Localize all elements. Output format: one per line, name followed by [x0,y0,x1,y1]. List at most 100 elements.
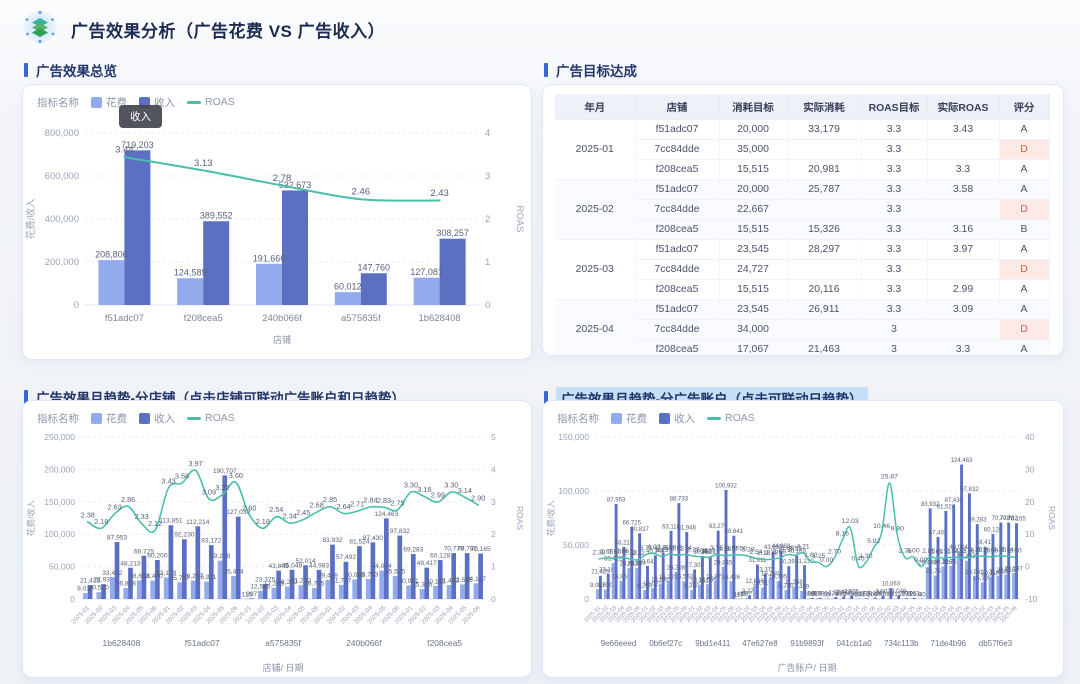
bar-revenue[interactable] [960,464,964,599]
bar-spend[interactable] [1004,574,1008,599]
bar-revenue[interactable] [360,273,387,305]
group-label[interactable]: 734c113b [884,639,919,648]
table-row[interactable]: 2025-04 f51adc07 23,545 26,911 3.3 3.09 A [555,299,1050,355]
bar-revenue[interactable] [451,553,457,599]
bar-revenue[interactable] [208,545,214,599]
x-axis-category-label[interactable]: f208cea5 [184,313,223,324]
bar-revenue[interactable] [439,238,466,305]
bar-spend[interactable] [635,568,639,599]
table-row[interactable]: 7cc84dde 34,000 3 D [555,319,1050,340]
bar-spend[interactable] [988,577,992,599]
bar-spend[interactable] [258,590,263,599]
table-row[interactable]: 2025-01 f51adc07 20,000 33,179 3.3 3.43 A [555,119,1050,180]
bar-revenue[interactable] [303,565,308,599]
x-axis-category-label[interactable]: 1b628408 [418,313,460,324]
bar-revenue[interactable] [905,598,909,599]
bar-spend[interactable] [419,589,425,599]
bar-revenue[interactable] [873,597,877,599]
bar-spend[interactable] [446,585,452,599]
bar-spend[interactable] [957,551,961,599]
bar-revenue[interactable] [646,565,649,599]
group-label[interactable]: 9bd1e411 [695,639,731,648]
bar-spend[interactable] [460,584,465,599]
bar-revenue[interactable] [101,584,106,599]
bar-revenue[interactable] [850,595,854,599]
bar-spend[interactable] [784,590,788,599]
bar-revenue[interactable] [708,556,712,599]
bar-spend[interactable] [690,589,694,599]
bar-spend[interactable] [231,576,236,599]
legend-item-revenue[interactable]: 收入 [659,411,695,426]
bar-revenue[interactable] [685,532,689,599]
x-axis-category-label[interactable]: f51adc07 [105,313,144,324]
overview-chart[interactable]: 0 200,000 400,000 600,000 800,000 0 1 2 3 4 花费/收入 R… [23,109,525,349]
bar-spend[interactable] [334,292,361,305]
bar-revenue[interactable] [975,524,979,599]
bar-spend[interactable] [298,585,304,599]
bar-spend[interactable] [596,589,599,599]
table-row[interactable]: 2025-03 f51adc07 23,545 28,297 3.3 3.97 A [555,239,1050,300]
bar-revenue[interactable] [724,489,728,599]
bar-spend[interactable] [177,278,204,305]
bar-revenue[interactable] [222,475,228,599]
bar-spend[interactable] [619,580,623,599]
bar-spend[interactable] [338,584,344,599]
bar-revenue[interactable] [598,575,602,599]
bar-spend[interactable] [413,277,440,305]
bar-revenue[interactable] [87,585,93,599]
bar-revenue[interactable] [1007,522,1011,599]
bar-revenue[interactable] [282,190,308,305]
x-axis-category-label[interactable]: a575835f [341,313,381,324]
legend-item-revenue[interactable]: 收入 [139,411,175,426]
bar-spend[interactable] [217,560,223,599]
group-label[interactable]: 47e627e8 [742,639,778,648]
group-label[interactable]: a575835f [265,638,301,648]
bar-spend[interactable] [627,568,631,599]
bar-spend[interactable] [815,598,819,599]
bar-spend[interactable] [603,589,607,599]
bar-revenue[interactable] [128,567,133,599]
bar-revenue[interactable] [182,539,187,599]
bar-revenue[interactable] [983,546,987,599]
bar-revenue[interactable] [748,595,752,599]
bar-spend[interactable] [271,587,277,599]
bar-revenue[interactable] [944,510,948,599]
bar-spend[interactable] [933,575,937,599]
group-label[interactable]: 9e66eeed [601,639,637,648]
legend-item-roas[interactable]: ROAS [187,412,235,424]
bar-spend[interactable] [745,597,749,599]
bar-revenue[interactable] [928,508,932,599]
bar-revenue[interactable] [661,552,665,599]
bar-revenue[interactable] [677,503,681,599]
bar-spend[interactable] [109,577,115,599]
bar-spend[interactable] [721,566,725,599]
bar-revenue[interactable] [614,504,618,599]
bar-spend[interactable] [800,590,804,599]
bar-spend[interactable] [674,571,678,599]
bar-revenue[interactable] [779,550,783,599]
bar-spend[interactable] [650,588,654,599]
bar-revenue[interactable] [889,588,893,599]
table-row[interactable]: f208cea5 15,515 20,981 3.3 3.3 A [555,159,1050,180]
group-label[interactable]: 1b628408 [102,638,140,648]
bar-spend[interactable] [163,577,169,600]
bar-spend[interactable] [666,581,670,599]
bar-revenue[interactable] [834,597,838,599]
bar-spend[interactable] [862,598,866,599]
bar-spend[interactable] [776,580,780,599]
bar-spend[interactable] [972,576,976,599]
legend-item-revenue[interactable]: 收入 [139,95,175,110]
group-label[interactable]: 71de4b96 [931,639,967,648]
bar-spend[interactable] [150,580,156,599]
legend-item-roas[interactable]: ROAS [187,96,235,108]
bar-revenue[interactable] [763,573,767,599]
bar-revenue[interactable] [803,565,806,599]
table-row[interactable]: 2025-02 f51adc07 20,000 25,787 3.3 3.58 A [555,179,1050,240]
bar-revenue[interactable] [669,530,673,599]
bar-spend[interactable] [473,583,479,599]
bar-revenue[interactable] [622,546,626,599]
table-row[interactable]: f208cea5 17,067 21,463 3 3.3 A [555,339,1050,355]
bar-revenue[interactable] [424,567,430,599]
group-label[interactable]: db57f6e3 [979,639,1013,648]
bar-revenue[interactable] [330,544,335,599]
